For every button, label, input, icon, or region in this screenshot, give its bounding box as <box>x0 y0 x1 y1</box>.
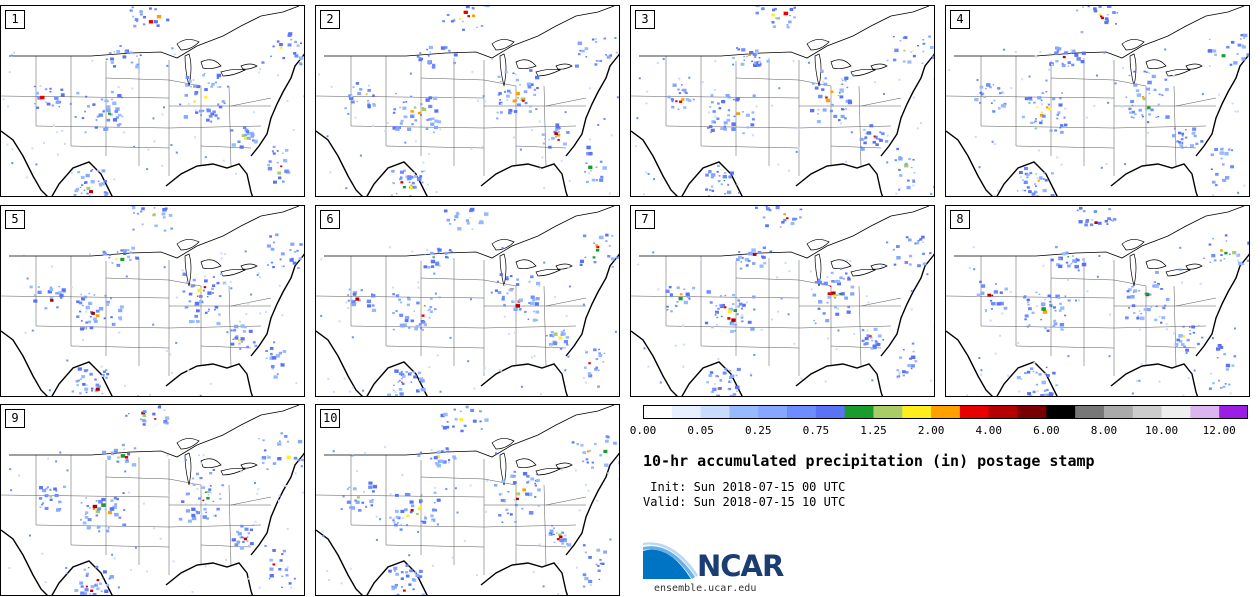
precipitation-map <box>946 6 1249 196</box>
colorbar-segment <box>758 405 788 419</box>
member-number: 1 <box>5 10 25 29</box>
member-number: 7 <box>635 210 655 229</box>
member-panel-2: 2 <box>315 5 620 197</box>
colorbar-tick-label: 8.00 <box>1090 424 1118 437</box>
colorbar-segment <box>1075 405 1105 419</box>
colorbar-tick-label: 0.25 <box>744 424 772 437</box>
colorbar-segment <box>643 405 673 419</box>
precipitation-colorbar <box>643 405 1248 419</box>
colorbar-tick-label: 1.25 <box>860 424 887 437</box>
member-number: 9 <box>5 409 25 428</box>
colorbar-segment <box>1046 405 1076 419</box>
precipitation-map <box>1 405 304 595</box>
valid-time: Valid: Sun 2018-07-15 10 UTC <box>643 495 846 509</box>
colorbar-segment <box>815 405 846 419</box>
init-time: Init: Sun 2018-07-15 00 UTC <box>643 480 846 494</box>
precipitation-map <box>631 206 934 396</box>
member-number: 10 <box>320 409 341 428</box>
colorbar-segment <box>873 405 903 419</box>
colorbar-segment <box>844 405 874 419</box>
member-number: 2 <box>320 10 340 29</box>
colorbar-segment <box>1219 405 1248 419</box>
colorbar-tick-label: 0.05 <box>687 424 714 437</box>
precipitation-map <box>1 6 304 196</box>
colorbar-segment <box>1132 405 1163 419</box>
colorbar-tick-label: 10.00 <box>1145 424 1179 437</box>
colorbar-segment <box>671 405 702 419</box>
member-panel-10: 10 <box>315 404 620 596</box>
member-number: 6 <box>320 210 340 229</box>
member-panel-9: 9 <box>0 404 305 596</box>
colorbar-segment <box>729 405 759 419</box>
colorbar-tick-label: 2.00 <box>917 424 945 437</box>
colorbar-segment <box>1103 405 1134 419</box>
precipitation-map <box>946 206 1249 396</box>
ncar-logo-swoosh-icon <box>643 542 698 579</box>
member-panel-8: 8 <box>945 205 1250 397</box>
precipitation-map <box>316 206 619 396</box>
colorbar-segment <box>787 405 817 419</box>
colorbar-tick-label: 0.75 <box>802 424 830 437</box>
colorbar-segment <box>700 405 730 419</box>
colorbar-segment <box>902 405 932 419</box>
member-panel-4: 4 <box>945 5 1250 197</box>
member-number: 8 <box>950 210 970 229</box>
colorbar-tick-label: 0.00 <box>629 424 657 437</box>
colorbar-tick-label: 12.00 <box>1202 424 1236 437</box>
colorbar-segment <box>959 405 990 419</box>
member-panel-6: 6 <box>315 205 620 397</box>
colorbar-tick-label: 6.00 <box>1033 424 1060 437</box>
ncar-logo-text: NCAR <box>697 549 784 583</box>
member-number: 5 <box>5 210 25 229</box>
precipitation-map <box>316 6 619 196</box>
member-panel-5: 5 <box>0 205 305 397</box>
precipitation-map <box>631 6 934 196</box>
member-panel-3: 3 <box>630 5 935 197</box>
precipitation-map <box>1 206 304 396</box>
member-panel-1: 1 <box>0 5 305 197</box>
precipitation-map <box>316 405 619 595</box>
colorbar-tick-label: 4.00 <box>975 424 1002 437</box>
colorbar-segment <box>1190 405 1220 419</box>
member-number: 3 <box>635 10 655 29</box>
colorbar-segment <box>1161 405 1191 419</box>
colorbar-segment <box>1017 405 1047 419</box>
member-panel-7: 7 <box>630 205 935 397</box>
colorbar-segment <box>931 405 961 419</box>
site-url: ensemble.ucar.edu <box>654 583 757 594</box>
colorbar-segment <box>988 405 1019 419</box>
member-number: 4 <box>950 10 970 29</box>
figure-title: 10-hr accumulated precipitation (in) pos… <box>643 452 1095 470</box>
